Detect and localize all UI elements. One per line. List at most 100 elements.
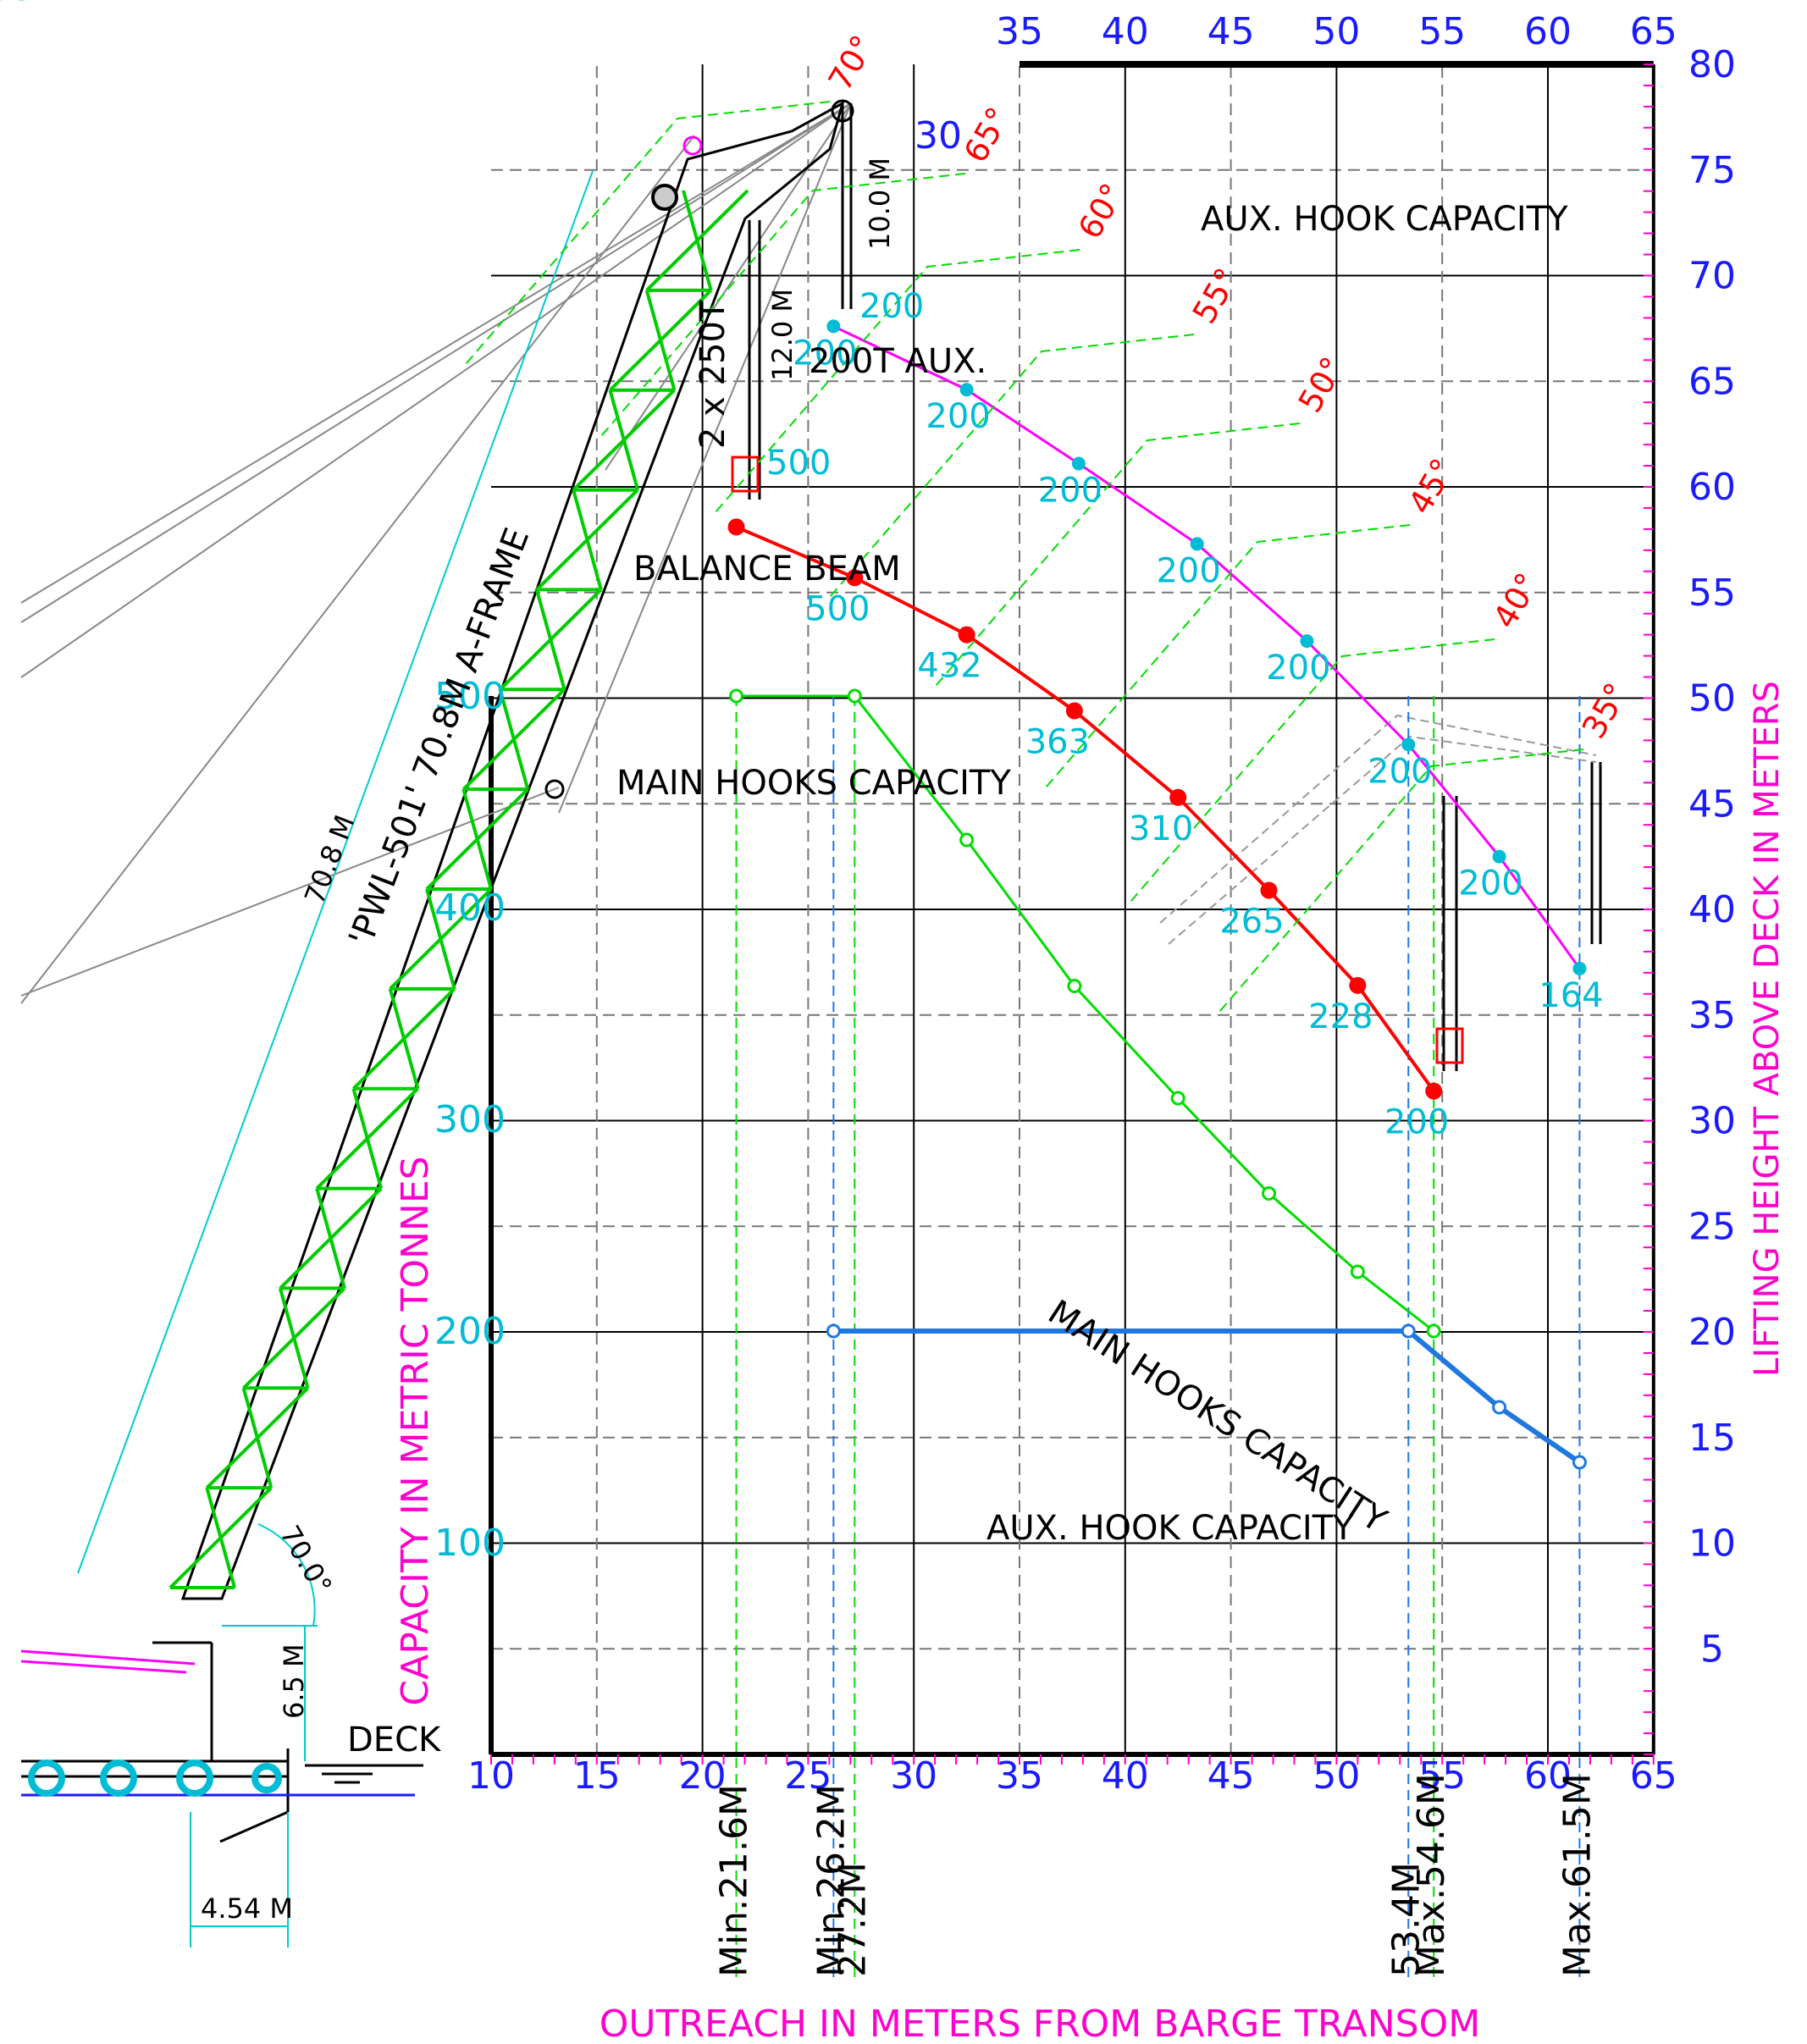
aux-capacity-point: [1492, 1400, 1507, 1415]
boom-angle-line: [465, 101, 831, 365]
aux-hook-capacity-label-upper: AUX. HOOK CAPACITY: [1201, 200, 1568, 239]
dim-65m-label: 6.5 M: [278, 1643, 310, 1719]
aux-hook-point: [1071, 456, 1086, 471]
reach-marker-label: Max.54.6M: [1410, 1773, 1453, 1977]
main-hook-value: 265: [1219, 903, 1284, 942]
aux-hook-value: 200: [1156, 551, 1220, 590]
boom-lacing: [644, 290, 677, 391]
height-tick-label: 40: [1688, 888, 1736, 931]
aux-hook-value: 200: [1368, 752, 1432, 791]
x-tick-label: 20: [679, 1754, 727, 1798]
reach-marker-label: Max.61.5M: [1556, 1773, 1599, 1977]
capacity-curves: [465, 101, 1584, 1981]
boom-angle-label: 35°: [1575, 677, 1636, 744]
top-tick-label: 40: [1102, 10, 1149, 53]
reach-marker-label: Min.21.6M: [713, 1784, 756, 1977]
height-tick-label: 10: [1688, 1522, 1736, 1566]
boom-lacing: [425, 888, 456, 990]
main-hook-value: 200: [1384, 1103, 1449, 1142]
x-tick-label: 10: [467, 1754, 515, 1798]
height-tick-label: 80: [1688, 43, 1736, 86]
main-hook-point: [1425, 1082, 1443, 1100]
x-tick-label: 25: [784, 1754, 832, 1798]
aux-hook-point: [1492, 849, 1506, 864]
main-capacity-line: [736, 694, 1435, 1333]
boom-angle-label: 70°: [821, 29, 882, 97]
height-tick-label: 75: [1688, 149, 1736, 192]
aux-hook-value: 164: [1539, 976, 1603, 1015]
height-tick-label: 20: [1688, 1311, 1736, 1354]
deck-label: DECK: [347, 1721, 442, 1759]
capacity-tick-label: 400: [434, 887, 506, 930]
main-capacity-point: [1067, 979, 1082, 993]
main-capacity-point: [959, 832, 975, 848]
top-tick-label: 60: [1524, 10, 1572, 53]
main-hook-value: 310: [1129, 809, 1193, 848]
main-hook-point: [1260, 881, 1278, 899]
x-tick-label: 35: [996, 1754, 1043, 1798]
aux-hook-point: [1190, 537, 1204, 551]
aux-capacity-line: [833, 1329, 1582, 1465]
height-tick-label: 50: [1688, 677, 1736, 721]
x-tick-label: 50: [1312, 1754, 1360, 1798]
hoist-aux-200-label: 200: [859, 287, 924, 326]
main-hook-point: [1349, 976, 1367, 994]
boom-lacing: [315, 1188, 346, 1289]
dim-10m-label: 10.0 M: [864, 157, 896, 250]
boom-lacing: [351, 1088, 384, 1190]
capacity-tick-label: 300: [434, 1098, 506, 1141]
top-tick-label: 65: [1630, 10, 1677, 53]
boom-angle-label: 65°: [957, 101, 1018, 168]
hoist-twin-label: 2 x 250T: [694, 300, 732, 449]
main-hook-point: [727, 518, 745, 536]
boom-lacing: [388, 988, 420, 1090]
capacity-tick-label: 200: [434, 1310, 506, 1353]
main-hook-point: [1065, 702, 1083, 720]
aux-capacity-point: [1572, 1455, 1587, 1470]
main-capacity-point: [847, 688, 862, 704]
main-hook-value: 432: [917, 647, 981, 686]
aux-hook-value: 200: [1458, 865, 1522, 903]
aux-capacity-point: [826, 1323, 841, 1339]
boom-lacing: [205, 1487, 236, 1588]
boom-angle-label: 40°: [1486, 566, 1547, 634]
main-capacity-point: [1170, 1091, 1185, 1106]
main-capacity-point: [1350, 1264, 1365, 1279]
boom-angle-line: [829, 334, 1195, 598]
chart-marks: 10 15 20 25 30 35 40 45 50 55 60 65 35 40 45 50 55 60 65 80…: [0, 0, 1736, 1977]
boom-lacing: [498, 688, 530, 790]
height-tick-label: 35: [1688, 994, 1736, 1037]
outreach-axis-title: OUTREACH IN METERS FROM BARGE TRANSOM: [600, 2003, 1480, 2044]
height-tick-label: 15: [1688, 1417, 1736, 1460]
main-capacity-point: [729, 688, 744, 704]
boom-lacing: [534, 588, 566, 690]
reach-marker-label: 27.2M: [831, 1862, 874, 1977]
main-hook-value: 500: [805, 589, 870, 628]
x-tick-label: 15: [573, 1754, 621, 1798]
dim-12m-label: 12.0 M: [766, 289, 799, 381]
height-tick-label: 25: [1688, 1205, 1736, 1248]
aux-hook-point: [1300, 634, 1314, 649]
main-hooks-capacity-label-upper: MAIN HOOKS CAPACITY: [616, 764, 1011, 803]
boom-length-label: 70.8 M: [298, 810, 362, 908]
x-tick-label: 30: [890, 1754, 937, 1798]
boom-angle-label: 60°: [1071, 177, 1132, 245]
balance-beam-label: BALANCE BEAM: [633, 550, 901, 588]
aux-hook-point: [959, 383, 974, 397]
hoist-aux-label: 200T AUX.: [809, 342, 986, 381]
main-hook-value: 228: [1308, 997, 1373, 1036]
boom-angle-line: [715, 249, 1080, 513]
boom-lacing: [241, 1387, 274, 1489]
boom-lacing: [461, 788, 493, 890]
main-hook-point: [846, 569, 864, 587]
x-tick-label: 45: [1207, 1754, 1255, 1798]
aux-hook-height-curve: [832, 325, 1581, 970]
boom-lacing: [278, 1287, 310, 1389]
top-tick-label: 55: [1418, 10, 1466, 53]
grid: [489, 61, 1655, 1765]
boom-angle-label: 50°: [1291, 351, 1352, 418]
top-tick-label: 45: [1207, 10, 1255, 53]
aux-hook-capacity-label-lower: AUX. HOOK CAPACITY: [986, 1509, 1354, 1548]
main-hook-value: 363: [1025, 722, 1090, 761]
